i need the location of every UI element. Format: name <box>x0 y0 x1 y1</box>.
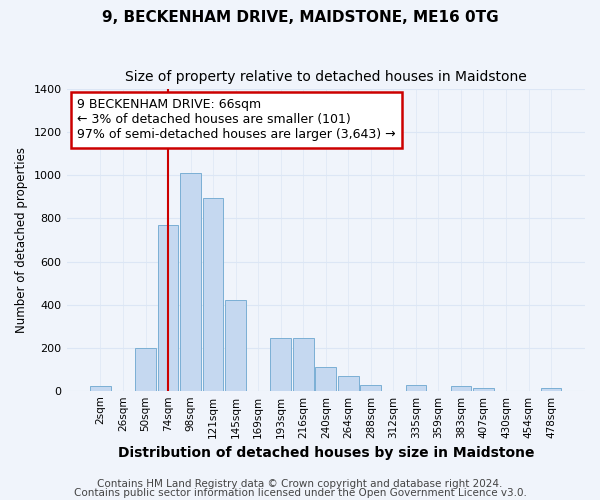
Bar <box>293 338 314 390</box>
Bar <box>473 388 494 390</box>
Bar <box>451 386 472 390</box>
Title: Size of property relative to detached houses in Maidstone: Size of property relative to detached ho… <box>125 70 527 84</box>
Text: Contains HM Land Registry data © Crown copyright and database right 2024.: Contains HM Land Registry data © Crown c… <box>97 479 503 489</box>
Bar <box>338 376 359 390</box>
Bar <box>90 386 111 390</box>
Bar <box>361 386 381 390</box>
Bar <box>203 198 223 390</box>
Y-axis label: Number of detached properties: Number of detached properties <box>15 147 28 333</box>
Bar <box>406 386 426 390</box>
Text: 9, BECKENHAM DRIVE, MAIDSTONE, ME16 0TG: 9, BECKENHAM DRIVE, MAIDSTONE, ME16 0TG <box>101 10 499 25</box>
Bar <box>316 367 336 390</box>
Bar <box>271 338 291 390</box>
Bar <box>541 388 562 390</box>
Bar <box>135 348 156 391</box>
Text: Contains public sector information licensed under the Open Government Licence v3: Contains public sector information licen… <box>74 488 526 498</box>
Bar <box>158 225 178 390</box>
Text: 9 BECKENHAM DRIVE: 66sqm
← 3% of detached houses are smaller (101)
97% of semi-d: 9 BECKENHAM DRIVE: 66sqm ← 3% of detache… <box>77 98 395 142</box>
X-axis label: Distribution of detached houses by size in Maidstone: Distribution of detached houses by size … <box>118 446 534 460</box>
Bar <box>225 300 246 390</box>
Bar <box>180 174 201 390</box>
